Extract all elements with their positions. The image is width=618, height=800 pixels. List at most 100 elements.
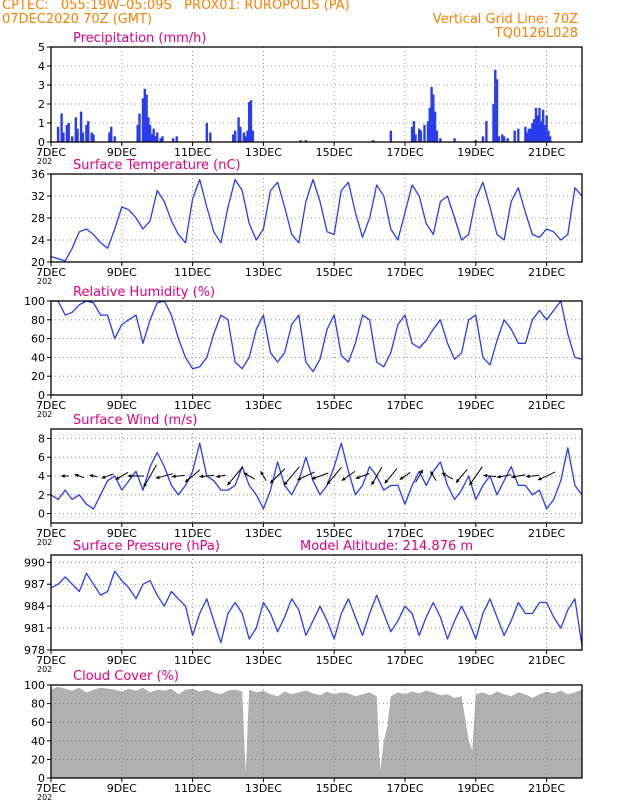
precip-bar <box>242 132 246 142</box>
precip-bar <box>152 128 155 142</box>
precip-bar <box>371 140 375 142</box>
precip-bar <box>60 113 63 142</box>
precip-bar <box>513 130 516 142</box>
y-tick-label: 0 <box>38 772 45 785</box>
y-tick-label: 1 <box>38 117 45 130</box>
precip-bar <box>67 123 70 142</box>
x-tick-label: 9DEC <box>107 399 137 412</box>
y-tick-label: 60 <box>31 716 45 729</box>
precip-bar <box>110 126 113 142</box>
precip-bar <box>545 115 548 142</box>
panel-frame <box>50 300 583 396</box>
wind-vector-head <box>399 476 404 480</box>
y-tick-label: 987 <box>24 578 45 591</box>
panel-frame <box>50 173 583 263</box>
precip-bar <box>481 136 485 142</box>
precip-bar <box>249 100 253 142</box>
precip-bar <box>205 123 208 142</box>
wind-vector <box>227 466 244 486</box>
x-tick-label: 17DEC <box>386 527 423 540</box>
x-tick-label: 11DEC <box>174 782 211 795</box>
y-tick-label: 2 <box>38 98 45 111</box>
x-tick-label: 7DEC <box>36 654 66 667</box>
header-model-id: TQ0126L028 <box>494 26 578 41</box>
y-tick-label: 0 <box>38 389 45 402</box>
x-tick-label: 19DEC <box>457 399 494 412</box>
wind-vector-head <box>270 479 274 484</box>
precip-bar <box>76 128 79 142</box>
y-tick-label: 36 <box>31 168 45 181</box>
precip-bar <box>74 117 77 142</box>
x-tick-label: 7DEC <box>36 527 66 540</box>
wind-vector-head <box>199 474 204 479</box>
precip-bar <box>543 124 546 142</box>
precip-bar <box>433 111 437 142</box>
precip-bar <box>248 102 251 142</box>
y-tick-label: 20 <box>31 753 45 766</box>
y-tick-label: 3 <box>38 79 45 92</box>
y-tick-label: 984 <box>24 600 45 613</box>
y-tick-label: 60 <box>31 333 45 346</box>
y-tick-label: 978 <box>24 644 45 657</box>
wind-vector-head <box>355 475 360 480</box>
precip-bar <box>540 121 543 142</box>
wind-vector <box>468 466 483 486</box>
x-tick-label: 19DEC <box>457 782 494 795</box>
x-tick-label: 9DEC <box>107 266 137 279</box>
model-altitude-label: Model Altitude: 214.876 m <box>300 539 473 554</box>
panel-rh: 0 20 40 60 80 100 7DEC 9DEC 11DEC 13DEC 15DEC 17DEC… <box>24 285 583 419</box>
precip-bar <box>536 115 539 142</box>
wind-vector-head <box>185 478 190 483</box>
precip-bar <box>237 117 240 142</box>
temp-series-line <box>50 178 583 262</box>
y-tick-label: 32 <box>31 190 45 203</box>
x-tick-label: 11DEC <box>174 654 211 667</box>
y-tick-label: 40 <box>31 735 45 748</box>
panel-frame <box>50 46 583 143</box>
precip-bar <box>529 128 532 142</box>
precip-bar <box>251 130 254 142</box>
y-tick-label: 0 <box>38 508 45 521</box>
y-tick-label: 80 <box>31 698 45 711</box>
x-tick-label: 11DEC <box>174 399 211 412</box>
wind-vector <box>326 467 342 485</box>
precip-bar <box>525 132 529 142</box>
panel-cloud: 0 20 40 60 80 100 7DEC 9DEC 11DEC 13DEC 15DEC 17DEC… <box>24 669 583 800</box>
x-tick-label: 19DEC <box>457 654 494 667</box>
x-tick-label: 13DEC <box>245 527 282 540</box>
wind-vector-head <box>297 476 302 481</box>
x-tick-label: 19DEC <box>457 527 494 540</box>
precip-bar <box>148 124 152 142</box>
precip-bar <box>527 128 531 142</box>
y-tick-label: 5 <box>38 41 45 54</box>
panel-title: Cloud Cover (%) <box>73 669 179 684</box>
precip-bar <box>136 124 139 142</box>
precip-bar <box>435 130 439 142</box>
wind-vector-head <box>497 474 501 479</box>
precip-bar <box>232 134 235 142</box>
wind-vector-head <box>469 481 473 486</box>
precip-bar <box>62 132 65 142</box>
precip-bar <box>85 124 88 142</box>
precip-bar <box>474 140 477 142</box>
x-year-label: 202 <box>37 665 52 674</box>
precip-bar <box>87 121 90 142</box>
precip-bar <box>541 109 545 142</box>
panel-frame <box>50 684 583 779</box>
precip-bar <box>113 136 116 142</box>
x-tick-label: 21DEC <box>528 399 565 412</box>
wind-vector-head <box>260 471 264 476</box>
precip-bar <box>524 126 527 142</box>
panel-frame <box>50 554 583 651</box>
x-tick-label: 15DEC <box>316 399 353 412</box>
wind-vector-head <box>537 476 542 481</box>
precip-bar <box>517 128 520 142</box>
x-year-label: 202 <box>37 410 52 419</box>
wind-vector-head <box>284 481 288 486</box>
precip-bar <box>71 136 74 142</box>
y-tick-label: 2 <box>38 489 45 502</box>
x-tick-label: 21DEC <box>528 782 565 795</box>
precip-bar <box>502 136 506 142</box>
panel-precip: 0 1 2 3 4 5 7DEC 9DEC 11DEC 13DEC 15DEC 17DEC 19DEC 2… <box>36 31 583 166</box>
